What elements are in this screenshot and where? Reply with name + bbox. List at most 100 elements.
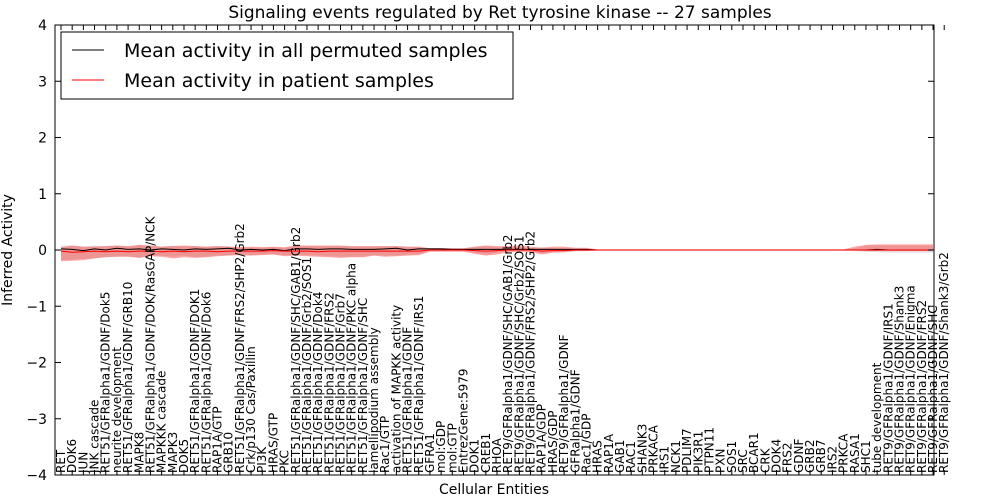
legend: Mean activity in all permuted samples Me… — [60, 31, 514, 100]
x-tick-label: RET51/GFRalpha1/GDNF/PKC alpha — [345, 263, 359, 473]
x-tick-label: PTPN11 — [702, 427, 716, 473]
x-axis-label: Cellular Entities — [439, 482, 549, 498]
x-tick-label: GFRalpha1/GDNF — [568, 369, 582, 473]
y-axis-label: Inferred Activity — [0, 194, 16, 306]
x-tick-label: DOK4 — [770, 439, 784, 473]
x-tick-label: IRS1 — [658, 446, 672, 473]
x-tick-label: RET51/GFRalpha1/GDNF/IRS1 — [412, 296, 426, 473]
x-tick-label: activation of MAPKK activity — [389, 305, 403, 473]
x-tick-label: GRB7 — [814, 439, 828, 473]
x-tick-label: SRC — [736, 449, 750, 473]
y-tick-label: −3 — [26, 412, 47, 428]
x-tick-label: GRB10 — [222, 432, 236, 473]
chart-title: Signaling events regulated by Ret tyrosi… — [228, 3, 771, 23]
x-tick-label: HRAS/GTP — [266, 413, 280, 473]
x-tick-label: RET51/GFRalpha1/GDNF/DOK/RasGAP/NCK — [143, 215, 157, 473]
y-tick-label: −4 — [26, 468, 47, 484]
x-tick-label: RET51/GFRalpha1/GDNF/Grb2/SOS1 — [300, 257, 314, 473]
x-tick-label: mol:GTP — [445, 423, 459, 473]
y-axis: −4 −3 −2 −1 0 1 2 3 4 — [26, 18, 934, 484]
x-tick-label: GRB2 — [803, 439, 817, 473]
x-tick-label: neurite development — [110, 347, 124, 473]
y-tick-label: 2 — [38, 131, 47, 147]
x-tick-label: PKC — [278, 450, 292, 473]
x-tick-label: RET51/GFRalpha1/GDNF/FRS2/SHP2/Grb2 — [233, 223, 247, 473]
x-tick-label: RET51/GFRalpha1/GDNF/SHC — [356, 298, 370, 473]
x-tick-label: RAP1A — [602, 433, 616, 473]
x-tick-label: Crk/p130 Cas/Paxillin — [244, 346, 258, 473]
x-tick-label: RET51/GFRalpha1/GDNF/Dok6 — [199, 292, 213, 473]
x-tick-label: HRAS/GDP — [546, 410, 560, 473]
x-tick-label: RET51/GFRalpha1/GDNF/SHC/GAB1/Grb2 — [289, 227, 303, 473]
x-tick-label: RET9/GFRalpha1/GDNF — [557, 334, 571, 473]
y-tick-label: 0 — [38, 243, 47, 259]
series-line-1 — [60, 249, 933, 253]
series-lines — [60, 247, 933, 253]
x-tick-label: GDNF — [792, 438, 806, 473]
x-tick-label: PRKCA — [837, 433, 851, 473]
x-tick-label: JUN — [76, 452, 90, 474]
x-tick-label: CREB1 — [479, 433, 493, 473]
x-tick-label: RHOA — [490, 437, 504, 473]
x-tick-label: DOK1 — [468, 439, 482, 473]
x-tick-label: tube development — [870, 362, 884, 473]
x-tick-label: SHANK3 — [635, 424, 649, 473]
x-tick-label: PIK3R1 — [691, 431, 705, 473]
x-tick-label: MAPK3 — [166, 432, 180, 473]
legend-label-patient: Mean activity in patient samples — [124, 70, 434, 92]
x-tick-label: FRS2 — [781, 443, 795, 474]
x-tick-label: Rac1/GTP — [378, 416, 392, 473]
x-tick-label: CRK — [758, 447, 772, 473]
x-tick-label: RET51/GFRalpha1/GDNF/FRS2 — [322, 292, 336, 473]
x-tick-label: DOK6 — [65, 439, 79, 473]
x-tick-label: IRS2 — [825, 446, 839, 473]
y-tick-label: 1 — [38, 187, 47, 203]
y-tick-label: 4 — [38, 18, 47, 34]
x-tick-label: RET9/GFRalpha1/GDNF/Enigma — [904, 285, 918, 473]
x-tick-label: RAP1A/GDP — [535, 404, 549, 473]
x-tick-label: NCK1 — [669, 440, 683, 473]
x-tick-label: MAPKKK cascade — [155, 371, 169, 473]
x-tick-label: lamellipodium assembly — [367, 327, 381, 473]
x-tick-label: HRAS — [591, 440, 605, 473]
band-series-1 — [61, 244, 933, 262]
x-tick-label: JNK cascade — [88, 400, 102, 474]
x-tick-label: EntrezGene:5979 — [457, 369, 471, 474]
y-tick-label: −1 — [26, 299, 47, 315]
x-tick-label: GAB1 — [613, 440, 627, 473]
x-tick-label: RET51/GFRalpha1/GDNF/DOK1 — [188, 289, 202, 473]
x-tick-label: Rac1/GDP — [580, 414, 594, 473]
x-tick-label: RET9/GFRalpha1/GDNF/SHC — [926, 305, 940, 473]
x-tick-label: SHC1 — [859, 440, 873, 473]
x-tick-label: RET9/GFRalpha1/GDNF/Shank3/Grb2 — [937, 252, 951, 473]
x-tick-label: DOK5 — [177, 439, 191, 473]
legend-label-permuted: Mean activity in all permuted samples — [124, 40, 487, 62]
x-tick-label: RET9/GFRalpha1/GDNF/FRS2 — [915, 300, 929, 473]
x-tick-label: mol:GDP — [434, 421, 448, 473]
y-tick-label: −2 — [26, 356, 47, 372]
x-tick-label: SOS1 — [725, 441, 739, 473]
x-tick-label: RET51/GFRalpha1/GDNF/GRB10 — [121, 282, 135, 473]
x-tick-label: RASA1 — [848, 433, 862, 473]
x-tick-label: PXN — [714, 449, 728, 473]
x-tick-label: BCAR1 — [747, 432, 761, 473]
confidence-bands — [61, 244, 933, 262]
x-tick-label: RET51/GFRalpha1/GDNF/Dok5 — [99, 292, 113, 473]
x-tick-label: RET9/GFRalpha1/GDNF/SHC/Grb2/SOS1 — [512, 235, 526, 473]
x-tick-label: RET9/GFRalpha1/GDNF/IRS1 — [881, 303, 895, 473]
x-tick-label: RET51/GFRalpha1/GDNF — [401, 327, 415, 473]
x-tick-label: RET9/GFRalpha1/GDNF/Shank3 — [893, 286, 907, 473]
x-tick-label: GFRA1 — [423, 433, 437, 473]
x-tick-label: PDLIM7 — [680, 428, 694, 473]
x-tick-label: RET51/GFRalpha1/GDNF/Dok4 — [311, 292, 325, 473]
band-series-0 — [61, 244, 933, 261]
x-tick-label: RAC1 — [624, 441, 638, 473]
x-tick-label: RET9/GFRalpha1/GDNF/FRS2/SHP2/Grb2 — [524, 231, 538, 473]
x-tick-label: MAPK8 — [132, 432, 146, 473]
x-tick-label: RAP1A/GTP — [211, 406, 225, 473]
legend-box — [60, 31, 514, 100]
x-tick-label: RET51/GFRalpha1/GDNF/Grb7 — [334, 293, 348, 473]
x-tick-label: PRKACA — [647, 424, 661, 473]
y-tick-label: 3 — [38, 74, 47, 90]
